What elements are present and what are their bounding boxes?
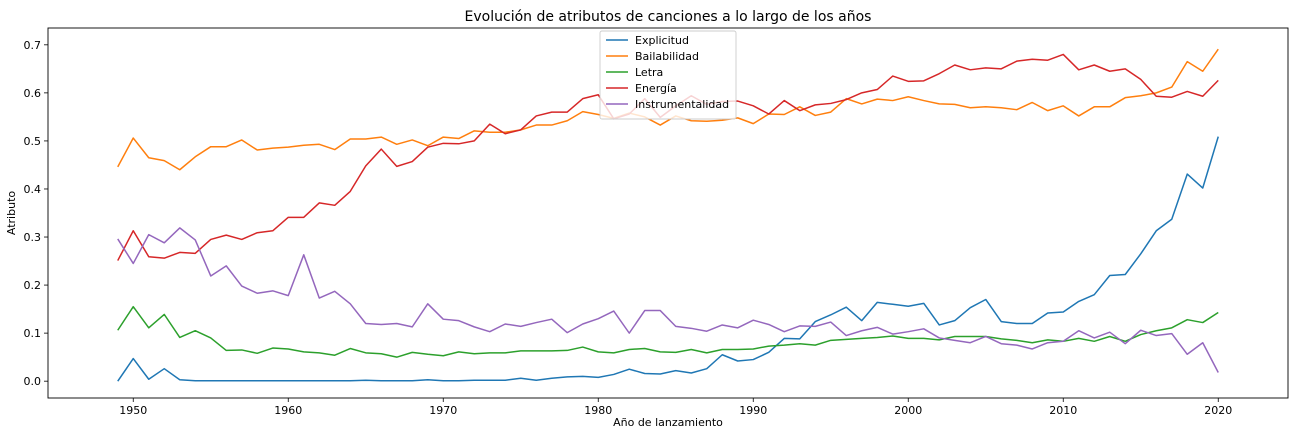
x-tick-label: 2010	[1049, 404, 1077, 417]
series-line-explicitud	[117, 136, 1219, 382]
legend-label-explicitud: Explicitud	[635, 34, 689, 47]
y-axis: 0.0 0.1 0.2 0.3 0.4 0.5 0.6 0.7	[24, 39, 48, 388]
y-tick-label: 0.1	[24, 327, 42, 340]
series-line-instrumentalidad	[117, 227, 1219, 373]
x-tick-label: 1980	[584, 404, 612, 417]
y-tick-label: 0.4	[24, 183, 42, 196]
plot-area-frame	[47, 27, 1289, 399]
x-axis-label: Año de lanzamiento	[613, 416, 723, 429]
y-tick-label: 0.6	[24, 87, 42, 100]
x-tick-label: 2020	[1204, 404, 1232, 417]
chart-title: Evolución de atributos de canciones a lo…	[465, 9, 872, 25]
y-tick-label: 0.0	[24, 375, 42, 388]
y-tick-label: 0.3	[24, 231, 42, 244]
x-tick-label: 1960	[274, 404, 302, 417]
legend: Explicitud Bailabilidad Letra Energía Instru…	[599, 30, 737, 120]
legend-label-instrumentalidad: Instrumentalidad	[635, 98, 729, 111]
series-line-bailabilidad	[117, 48, 1219, 171]
y-axis-label: Atributo	[5, 191, 18, 235]
x-tick-label: 1950	[119, 404, 147, 417]
x-axis: 1950 1960 1970 1980 1990 2000 2010 2020	[119, 398, 1232, 417]
x-tick-label: 2000	[894, 404, 922, 417]
legend-label-bailabilidad: Bailabilidad	[635, 50, 699, 63]
x-tick-label: 1990	[739, 404, 767, 417]
legend-box	[599, 30, 737, 120]
y-tick-label: 0.2	[24, 279, 42, 292]
series-line-letra	[117, 305, 1219, 358]
series-lines	[117, 48, 1219, 382]
legend-label-energia: Energía	[635, 82, 677, 95]
y-tick-label: 0.5	[24, 135, 42, 148]
x-tick-label: 1970	[429, 404, 457, 417]
legend-label-letra: Letra	[635, 66, 663, 79]
y-tick-label: 0.7	[24, 39, 42, 52]
